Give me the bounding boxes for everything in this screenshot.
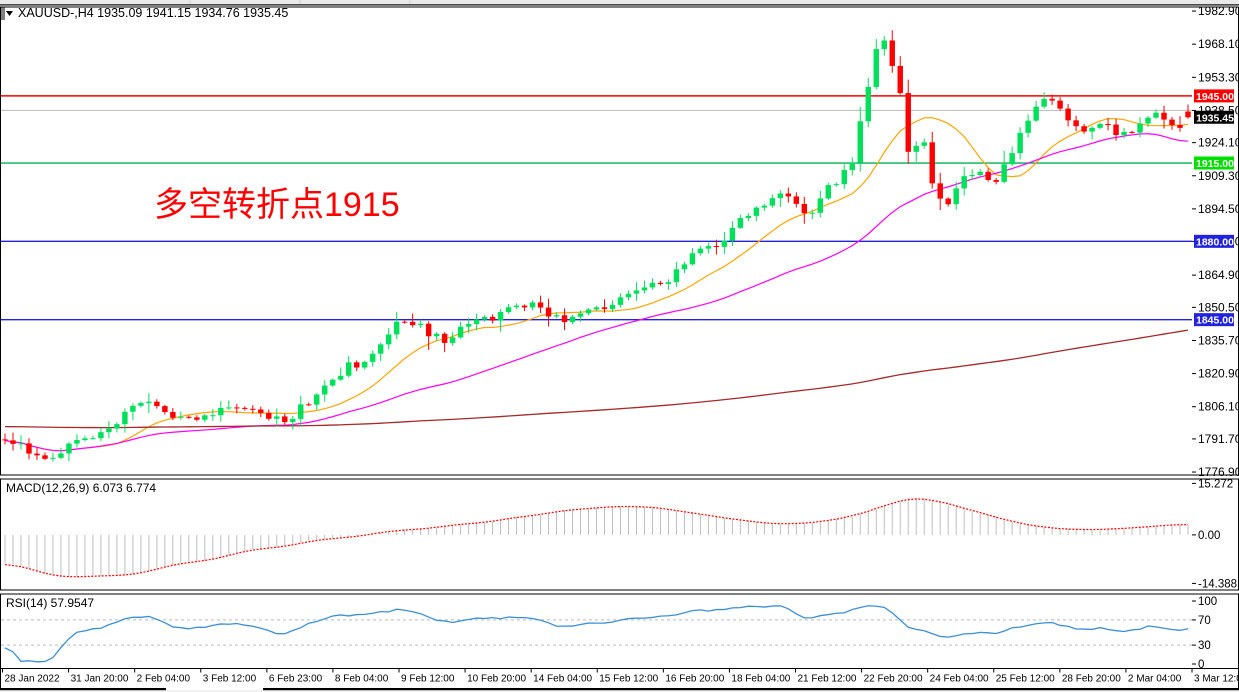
svg-text:0.00: 0.00 [1198,530,1220,542]
svg-text:1909.30: 1909.30 [1198,169,1239,183]
svg-text:1982.90: 1982.90 [1198,4,1239,18]
svg-text:1968.10: 1968.10 [1198,37,1239,51]
svg-text:28 Jan 2022: 28 Jan 2022 [5,674,60,685]
svg-text:3 Mar 12:00: 3 Mar 12:00 [1194,674,1239,685]
svg-text:15 Feb 12:00: 15 Feb 12:00 [599,674,658,685]
svg-text:31 Jan 20:00: 31 Jan 20:00 [71,674,129,685]
svg-text:8 Feb 04:00: 8 Feb 04:00 [335,674,389,685]
svg-text:1776.90: 1776.90 [1198,465,1239,479]
svg-text:30: 30 [1198,640,1211,652]
svg-text:21 Feb 12:00: 21 Feb 12:00 [798,674,857,685]
svg-text:15.272: 15.272 [1198,478,1233,490]
svg-text:1864.90: 1864.90 [1198,268,1239,282]
svg-text:-14.388: -14.388 [1198,578,1237,590]
svg-text:0: 0 [1198,659,1204,671]
svg-text:16 Feb 20:00: 16 Feb 20:00 [665,674,724,685]
svg-text:28 Feb 20:00: 28 Feb 20:00 [1062,674,1121,685]
svg-text:1894.50: 1894.50 [1198,202,1239,216]
svg-text:XAUUSD-,H4 1935.09 1941.15 1: XAUUSD-,H4 1935.09 1941.15 1934.76 1935.… [18,6,288,20]
svg-text:1953.30: 1953.30 [1198,70,1239,84]
svg-text:1850.50: 1850.50 [1198,300,1239,314]
svg-text:RSI(14) 57.9547: RSI(14) 57.9547 [6,596,94,610]
svg-text:25 Feb 12:00: 25 Feb 12:00 [996,674,1055,685]
svg-text:2 Feb 04:00: 2 Feb 04:00 [137,674,191,685]
svg-text:100: 100 [1198,596,1217,608]
svg-text:1835.70: 1835.70 [1198,333,1239,347]
svg-text:22 Feb 20:00: 22 Feb 20:00 [864,674,923,685]
svg-text:6 Feb 23:00: 6 Feb 23:00 [269,674,323,685]
svg-text:多空转折点1915: 多空转折点1915 [154,186,400,224]
svg-text:18 Feb 04:00: 18 Feb 04:00 [731,674,790,685]
svg-text:70: 70 [1198,615,1211,627]
svg-text:1924.10: 1924.10 [1198,136,1239,150]
svg-text:9 Feb 12:00: 9 Feb 12:00 [401,674,455,685]
svg-text:1791.70: 1791.70 [1198,432,1239,446]
svg-text:1845.00: 1845.00 [1196,315,1234,327]
svg-text:MACD(12,26,9) 6.073 6.774: MACD(12,26,9) 6.073 6.774 [6,481,156,495]
svg-text:14 Feb 04:00: 14 Feb 04:00 [533,674,592,685]
svg-text:1935.45: 1935.45 [1196,112,1234,124]
svg-text:1820.90: 1820.90 [1198,367,1239,381]
svg-text:1806.10: 1806.10 [1198,400,1239,414]
svg-text:1880.00: 1880.00 [1196,236,1234,248]
svg-text:1945.00: 1945.00 [1196,91,1234,103]
svg-text:1915.00: 1915.00 [1196,158,1234,170]
svg-text:2 Mar 04:00: 2 Mar 04:00 [1128,674,1182,685]
svg-text:24 Feb 04:00: 24 Feb 04:00 [930,674,989,685]
svg-text:10 Feb 20:00: 10 Feb 20:00 [467,674,526,685]
svg-text:3 Feb 12:00: 3 Feb 12:00 [203,674,257,685]
